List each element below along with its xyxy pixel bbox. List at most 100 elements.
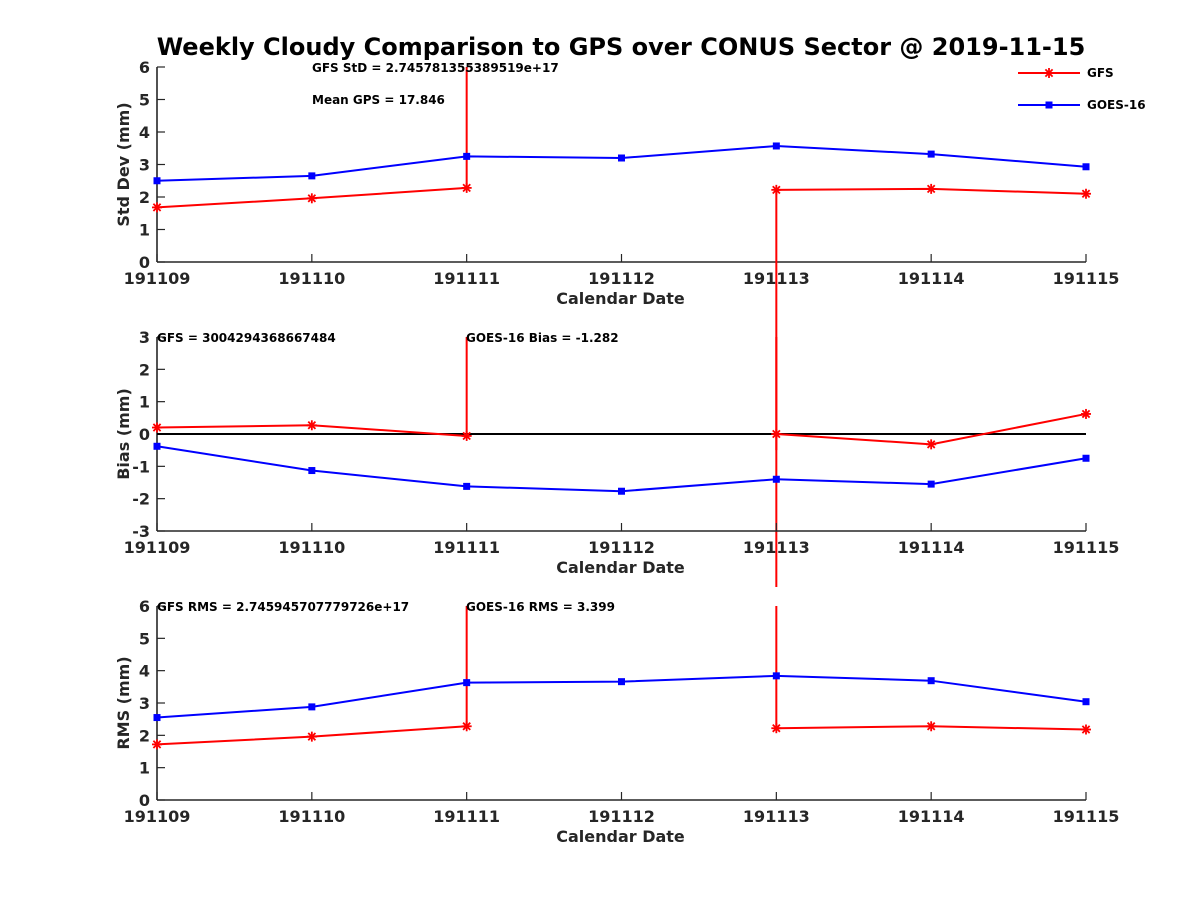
data-point-marker [771, 429, 782, 439]
data-point-marker [152, 422, 162, 433]
data-point-marker [926, 721, 937, 732]
legend-entry: GFS [1018, 66, 1114, 80]
x-tick-label: 191114 [898, 807, 965, 826]
data-point-marker [461, 430, 472, 441]
series-gfs [152, 606, 1091, 750]
x-tick-label: 191111 [433, 807, 500, 826]
data-point-marker [308, 467, 316, 475]
data-point-marker [1081, 724, 1091, 735]
data-point-marker-stroke [462, 431, 471, 441]
data-point-marker-stroke [152, 203, 162, 212]
data-point-marker [308, 172, 316, 180]
data-point-marker [618, 154, 625, 162]
data-point-marker-stroke [1081, 409, 1091, 419]
subplot-1: 0 1 2 3 4 5 6 191109 191110 191111 191112 191113 191… [114, 58, 1119, 587]
data-point-marker [153, 442, 161, 450]
x-tick-label: 191112 [588, 538, 655, 557]
x-tick-label: 191111 [433, 538, 500, 557]
data-point-marker [771, 723, 782, 734]
data-point-marker [461, 182, 472, 193]
y-axis-label: RMS (mm) [114, 656, 133, 749]
x-tick-label: 191109 [124, 538, 191, 557]
data-point-marker-stroke [152, 740, 162, 749]
series-gfs [152, 67, 1091, 587]
legend-label: GFS [1087, 66, 1114, 80]
y-tick-label: 1 [139, 221, 150, 240]
data-point-marker [463, 152, 471, 160]
legend-entry: GOES-16 [1018, 98, 1146, 112]
data-point-marker [153, 714, 161, 722]
x-tick-label: 191113 [743, 538, 810, 557]
data-point-marker [927, 150, 935, 158]
data-point-marker-stroke [926, 440, 936, 449]
data-point-marker [152, 739, 162, 750]
legend-marker [1044, 68, 1054, 78]
data-point-marker-stroke [307, 421, 317, 430]
series-goes-16 [153, 142, 1090, 185]
data-point-marker [308, 703, 316, 711]
series-goes-16 [153, 442, 1090, 495]
x-tick-label: 191113 [743, 807, 810, 826]
y-tick-label: 3 [139, 156, 150, 175]
y-tick-label: -3 [132, 522, 150, 541]
data-point-marker-stroke [926, 722, 936, 731]
data-point-marker [926, 183, 937, 194]
series-goes-16 [153, 672, 1090, 722]
data-point-marker [306, 731, 317, 742]
y-axis-label: Bias (mm) [114, 388, 133, 480]
data-point-marker [463, 482, 471, 490]
data-point-marker [618, 487, 625, 495]
data-point-marker [927, 677, 935, 685]
y-tick-label: -2 [132, 490, 150, 509]
stat-annotation: GFS = 3004294368667484 [157, 331, 336, 345]
data-point-marker-stroke [926, 184, 936, 194]
series-gfs [152, 337, 1091, 451]
x-tick-label: 191115 [1053, 807, 1120, 826]
data-point-marker [772, 142, 780, 150]
data-point-marker [926, 439, 937, 450]
series-line [156, 445, 1087, 493]
data-point-marker-stroke [152, 423, 162, 432]
data-point-marker [306, 193, 317, 204]
y-tick-label: 5 [139, 629, 150, 648]
y-tick-label: -1 [132, 457, 150, 476]
y-tick-label: 2 [139, 726, 150, 745]
data-point-marker-stroke [772, 429, 781, 439]
x-tick-label: 191115 [1053, 269, 1120, 288]
legend: GFS GOES-16 [1018, 66, 1146, 112]
data-point-marker [771, 184, 782, 195]
data-point-marker [1082, 163, 1090, 171]
y-tick-label: 6 [139, 58, 150, 77]
y-tick-label: 2 [139, 188, 150, 207]
data-point-marker [618, 678, 625, 686]
x-axis-label: Calendar Date [556, 827, 685, 846]
y-axis-label: Std Dev (mm) [114, 102, 133, 226]
data-point-marker [463, 679, 471, 687]
y-tick-label: 5 [139, 91, 150, 110]
legend-marker-stroke [1044, 68, 1054, 78]
y-tick-label: 0 [139, 253, 150, 272]
x-tick-label: 191110 [278, 807, 345, 826]
subplot-3: 0 1 2 3 4 5 6 191109 191110 191111 191112 191113 191… [114, 597, 1119, 846]
y-tick-label: 0 [139, 791, 150, 810]
data-point-marker-stroke [772, 185, 781, 195]
x-tick-label: 191109 [124, 269, 191, 288]
x-tick-label: 191111 [433, 269, 500, 288]
data-point-marker [152, 202, 162, 213]
y-tick-label: 1 [139, 393, 150, 412]
x-tick-label: 191115 [1053, 538, 1120, 557]
data-point-marker [1082, 454, 1090, 462]
x-tick-label: 191114 [898, 269, 965, 288]
y-tick-label: 6 [139, 597, 150, 616]
y-tick-label: 2 [139, 360, 150, 379]
data-point-marker [772, 475, 780, 483]
data-point-marker-stroke [1081, 725, 1091, 734]
data-point-marker [461, 721, 472, 732]
subplot-2: -3 -2 -1 0 1 2 3 191109 191110 191111 191112 191113… [114, 328, 1119, 577]
chart-title: Weekly Cloudy Comparison to GPS over CON… [157, 33, 1086, 61]
data-point-marker [1081, 188, 1091, 199]
x-axis-label: Calendar Date [556, 289, 685, 308]
data-point-marker-stroke [307, 732, 317, 741]
series-line [156, 144, 1087, 182]
